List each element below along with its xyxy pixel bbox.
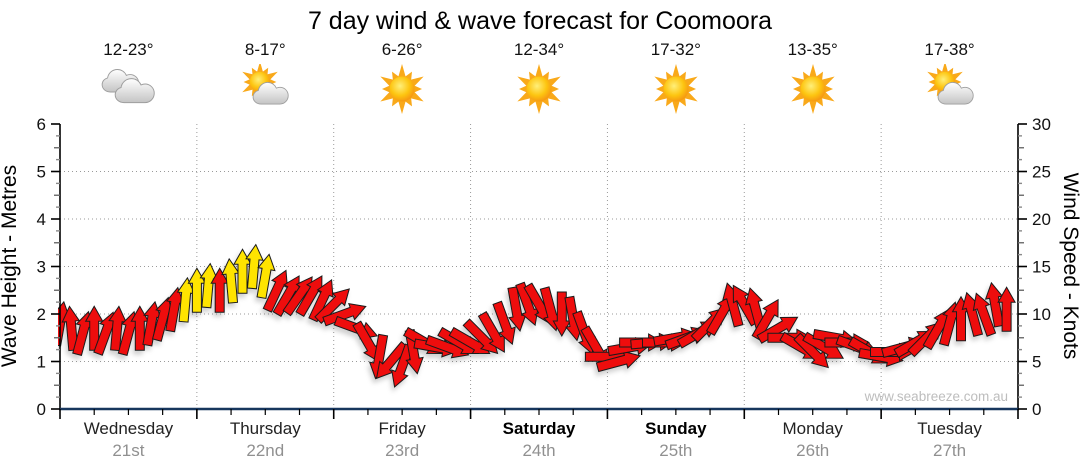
wind-arrow	[262, 269, 288, 313]
right-axis-tick: 30	[1032, 115, 1051, 134]
wind-arrow	[308, 278, 334, 323]
day-temp-range: 13-35°	[787, 40, 838, 59]
watermark: www.seabreeze.com.au	[864, 389, 1008, 404]
page-title: 7 day wind & wave forecast for Coomoora	[307, 7, 773, 35]
right-axis-tick: 5	[1032, 353, 1041, 372]
wind-arrow	[751, 298, 779, 341]
wind-arrow	[245, 243, 264, 290]
day-summary: 17-38°	[882, 40, 1018, 119]
right-axis-tick: 10	[1032, 305, 1051, 324]
x-axis-day-date: 21st	[112, 441, 145, 460]
day-summary: 6-26°	[334, 40, 470, 119]
day-summary: 13-35°	[745, 40, 881, 119]
wind-arrow	[256, 253, 276, 300]
day-temp-range: 12-23°	[103, 40, 154, 59]
day-summary: 12-23°	[60, 40, 196, 119]
wind-arrow	[492, 300, 516, 346]
left-axis-tick: 3	[37, 258, 46, 277]
cloudy-icon	[99, 64, 157, 114]
x-axis-day-date: 27th	[933, 441, 967, 460]
day-temp-range: 6-26°	[381, 40, 423, 59]
wind-arrow	[314, 288, 350, 324]
partly-cloudy-icon	[236, 61, 294, 114]
x-axis-day-date: 26th	[796, 441, 830, 460]
day-summary: 8-17°	[197, 40, 333, 119]
right-axis-tick: 20	[1032, 210, 1051, 229]
left-axis-title: Wave Height - Metres	[0, 165, 21, 367]
x-axis-day-name: Sunday	[645, 419, 707, 438]
day-summary: 17-32°	[608, 40, 744, 119]
right-axis-tick: 15	[1032, 258, 1051, 277]
right-axis-title: Wind Speed - Knots	[1059, 173, 1080, 360]
x-axis-day-name: Tuesday	[917, 419, 982, 438]
x-axis-day-date: 23rd	[385, 441, 420, 460]
x-axis-day-name: Monday	[782, 419, 843, 438]
sunny-icon	[510, 64, 568, 114]
day-temp-range: 8-17°	[244, 40, 286, 59]
sunny-icon	[647, 64, 705, 114]
left-axis-tick: 4	[37, 210, 46, 229]
wind-arrow	[997, 286, 1016, 332]
day-temp-range: 12-34°	[513, 40, 565, 59]
right-axis-tick: 25	[1032, 163, 1051, 182]
left-axis-tick: 5	[37, 163, 46, 182]
wind-arrow	[322, 302, 367, 327]
gridlines	[60, 124, 1018, 409]
x-axis-day-name: Saturday	[502, 419, 576, 438]
wind-arrows-series	[58, 243, 1016, 388]
left-axis-tick: 2	[37, 305, 46, 324]
sunny-icon	[784, 64, 842, 114]
wind-arrow	[972, 292, 997, 337]
x-axis-day-name: Friday	[378, 419, 426, 438]
day-temp-range: 17-32°	[650, 40, 701, 59]
day-temp-range: 17-38°	[924, 40, 975, 59]
x-axis-day-date: 22nd	[246, 441, 285, 460]
left-axis-tick: 1	[37, 353, 46, 372]
wind-arrow	[756, 316, 799, 344]
axes	[51, 123, 1027, 419]
tick-labels: 0 1 2 3 4 5 6 0 5 10 15 20 25 30	[37, 115, 1051, 419]
x-axis-day-date: 24th	[522, 441, 556, 460]
day-summary: 12-34°	[471, 40, 607, 119]
left-axis-tick: 0	[37, 400, 46, 419]
partly-cloudy-icon	[921, 61, 979, 114]
x-axis-day-date: 25th	[659, 441, 693, 460]
x-axis-day-name: Wednesday	[83, 419, 174, 438]
x-axis-day-name: Thursday	[229, 419, 301, 438]
right-axis-tick: 0	[1032, 400, 1041, 419]
sunny-icon	[373, 64, 431, 114]
left-axis-tick: 6	[37, 115, 46, 134]
